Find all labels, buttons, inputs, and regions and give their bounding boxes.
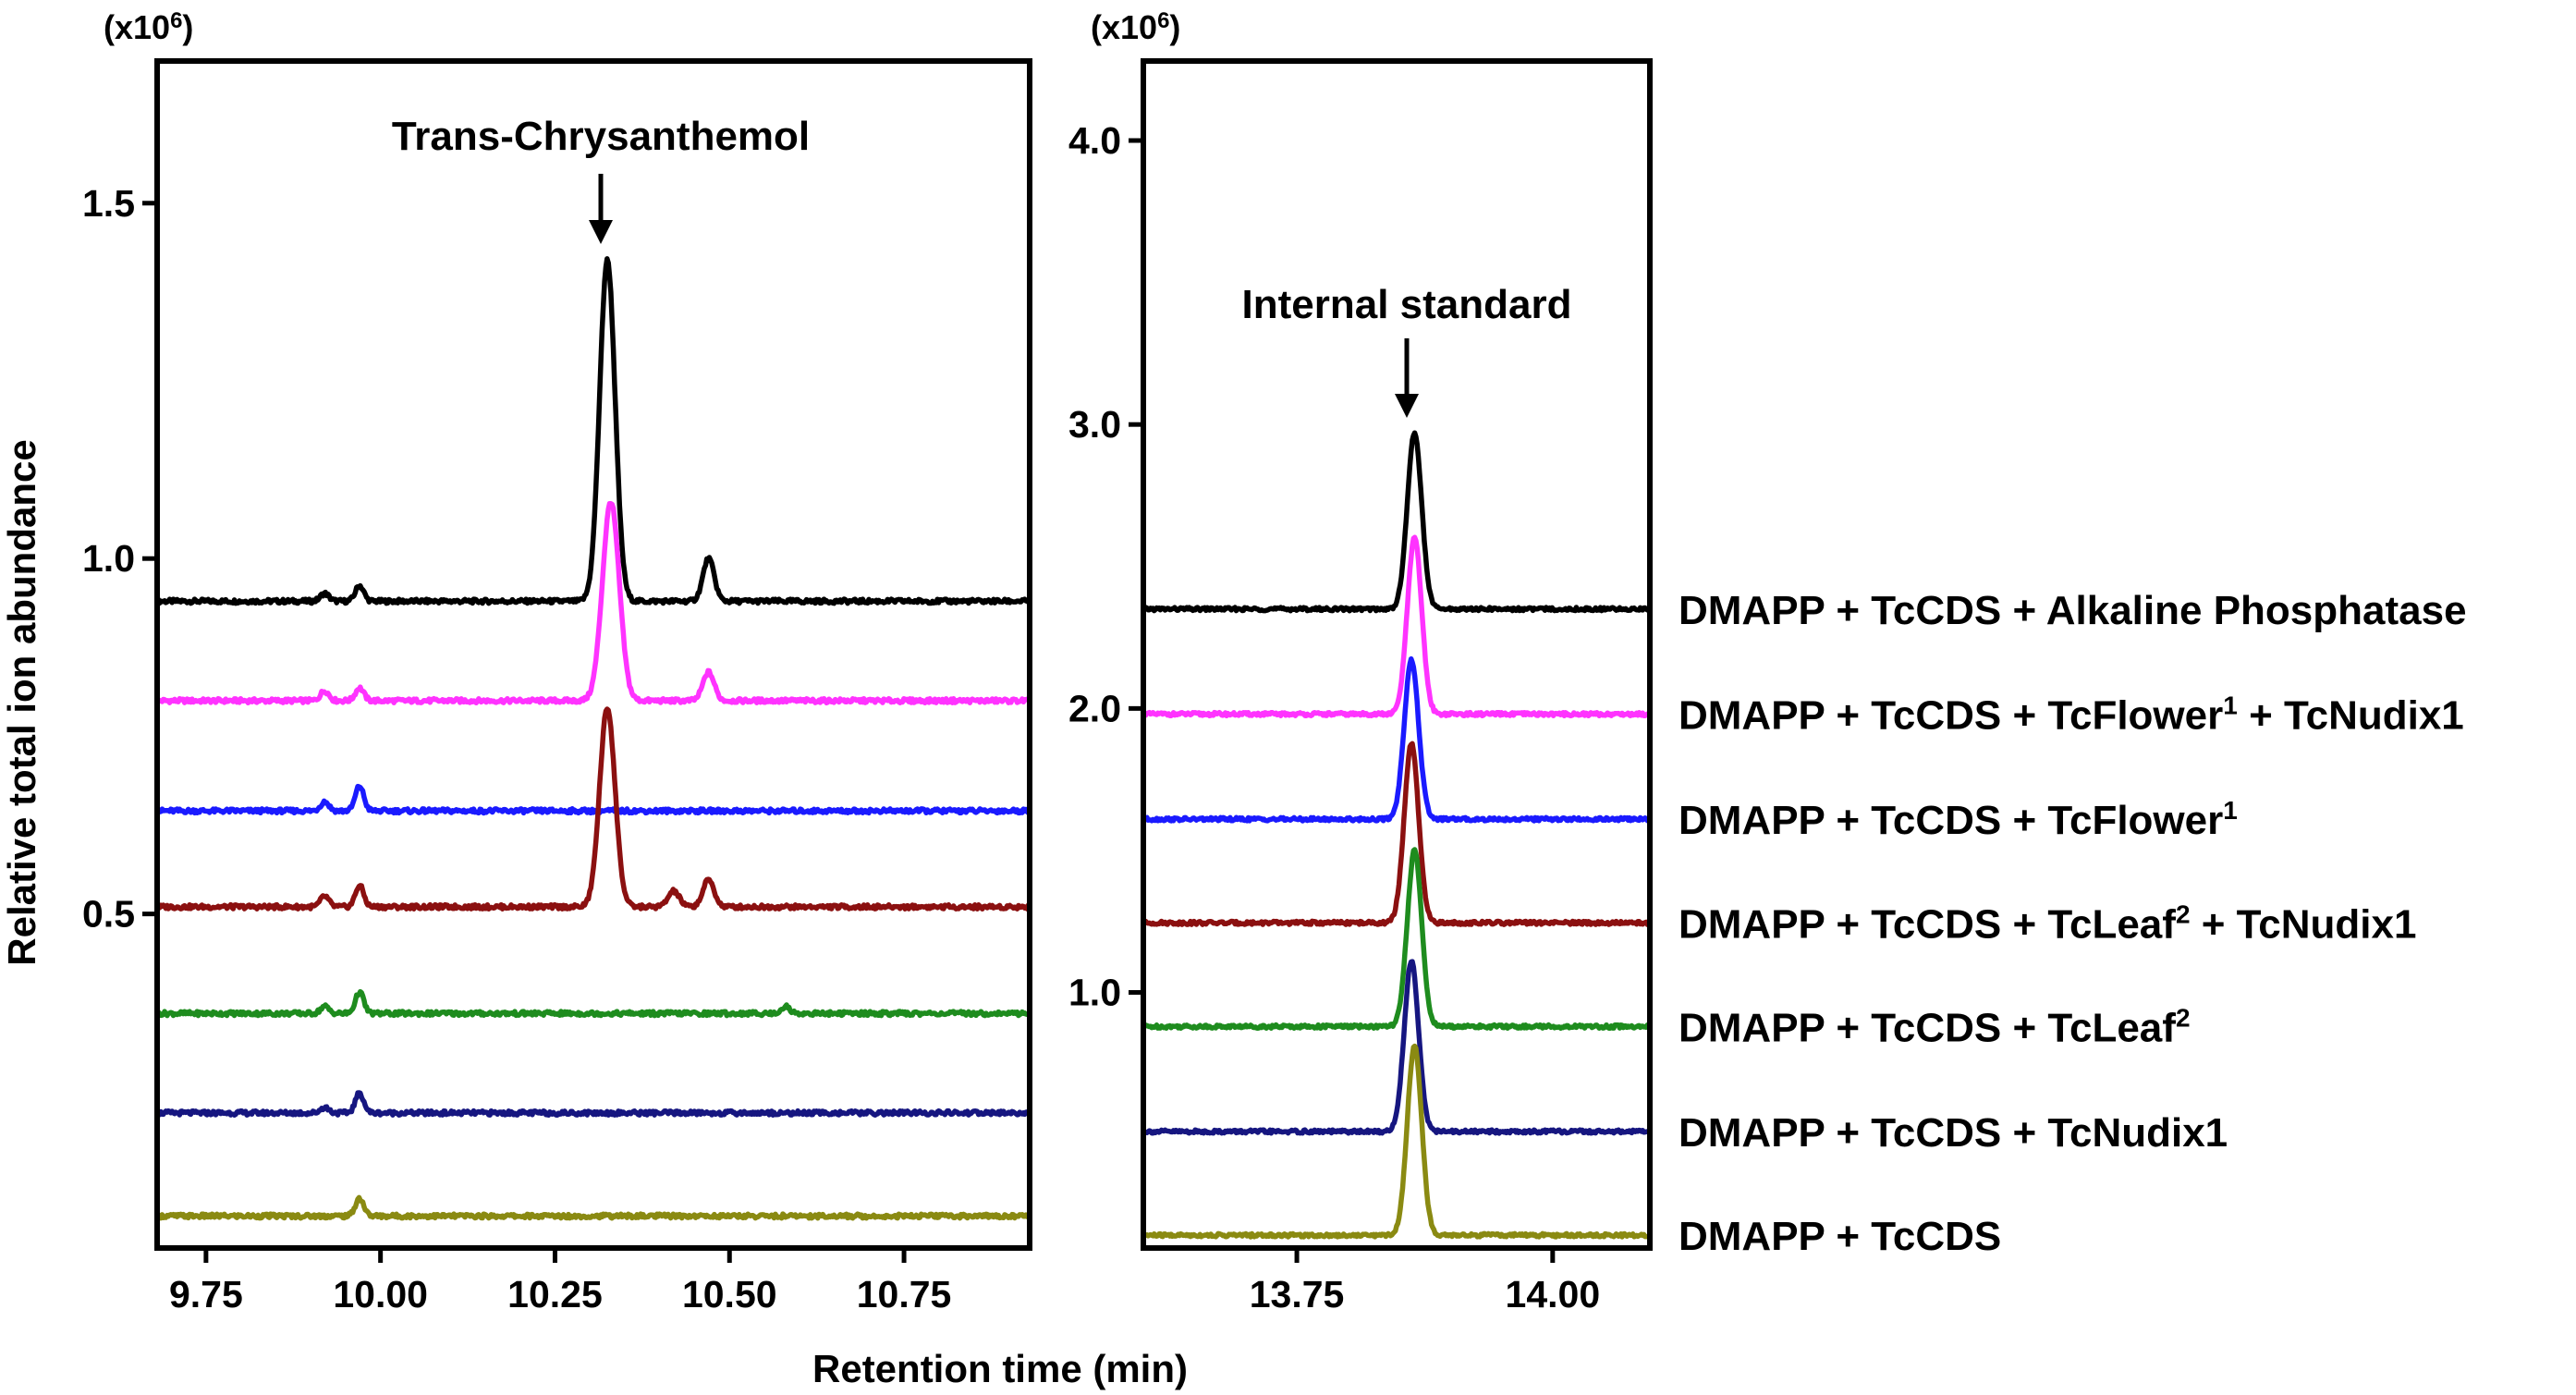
left-multiplier-close: ) (182, 8, 193, 46)
right-x-tick-label: 13.75 (1250, 1273, 1345, 1315)
left-trace-5 (154, 988, 1032, 1019)
right-trace-1 (1141, 430, 1653, 614)
trans-chrysanthemol-arrow (589, 174, 613, 244)
left-trace-4 (154, 706, 1032, 912)
legend-item: DMAPP + TcCDS + TcLeaf2 + TcNudix1 (1679, 899, 2416, 947)
left-x-tick-label: 10.75 (857, 1273, 952, 1315)
left-plot-frame (154, 58, 1032, 1251)
left-multiplier-base: (x10 (104, 8, 170, 46)
left-x-tick-label: 10.50 (682, 1273, 777, 1315)
left-multiplier: (x106) (104, 8, 193, 46)
right-panel-chromatogram: (x106) 13.75 14.00 1.0 2.0 3.0 4.0 Internal s… (1068, 8, 1653, 1315)
left-x-tick-label: 10.25 (507, 1273, 603, 1315)
right-trace-6 (1141, 959, 1653, 1136)
legend-item: DMAPP + TcCDS + TcNudix1 (1679, 1110, 2228, 1156)
legend-item: DMAPP + TcCDS (1679, 1214, 2001, 1259)
left-trace-7 (154, 1194, 1032, 1221)
left-y-tick-label: 0.5 (82, 893, 135, 936)
right-trace-5 (1141, 847, 1653, 1031)
right-trace-3 (1141, 655, 1653, 824)
left-x-tick-label: 10.00 (333, 1273, 428, 1315)
right-multiplier-base: (x10 (1091, 8, 1157, 46)
left-trace-1 (154, 256, 1032, 606)
right-multiplier-close: ) (1169, 8, 1180, 46)
right-trace-4 (1141, 740, 1653, 927)
legend-item: DMAPP + TcCDS + Alkaline Phosphatase (1679, 588, 2467, 633)
legend-item: DMAPP + TcCDS + TcFlower1 + TcNudix1 (1679, 691, 2464, 739)
left-trace-2 (154, 501, 1032, 706)
legend-item: DMAPP + TcCDS + TcLeaf2 (1679, 1003, 2191, 1050)
left-trace-3 (154, 783, 1032, 816)
right-plot-frame (1141, 58, 1653, 1251)
legend-item: DMAPP + TcCDS + TcFlower1 (1679, 796, 2238, 843)
right-y-tick-label: 2.0 (1068, 687, 1121, 729)
internal-standard-arrow (1395, 338, 1419, 418)
right-x-tick-label: 14.00 (1506, 1273, 1601, 1315)
left-multiplier-exp: 6 (170, 8, 182, 33)
left-y-tick-label: 1.0 (82, 537, 135, 580)
left-panel-chromatogram: (x106) 9.75 10.00 10.25 10.50 10.75 0.5 1.0 1.5… (82, 8, 1032, 1315)
right-multiplier-exp: 6 (1157, 8, 1169, 33)
legend: DMAPP + TcCDS + Alkaline Phosphatase DMAP… (1679, 588, 2467, 1259)
internal-standard-label: Internal standard (1242, 282, 1572, 327)
right-trace-2 (1141, 534, 1653, 719)
left-trace-6 (154, 1090, 1032, 1118)
right-y-tick-label: 3.0 (1068, 403, 1121, 446)
left-x-tick-label: 9.75 (169, 1273, 243, 1315)
right-y-tick-label: 1.0 (1068, 972, 1121, 1014)
left-y-tick-label: 1.5 (82, 182, 135, 225)
x-axis-title: Retention time (min) (812, 1347, 1188, 1390)
right-trace-7 (1141, 1043, 1653, 1240)
trans-chrysanthemol-label: Trans-Chrysanthemol (392, 114, 810, 159)
right-y-tick-label: 4.0 (1068, 119, 1121, 162)
y-axis-title: Relative total ion abundance (0, 439, 43, 965)
right-multiplier: (x106) (1091, 8, 1180, 46)
